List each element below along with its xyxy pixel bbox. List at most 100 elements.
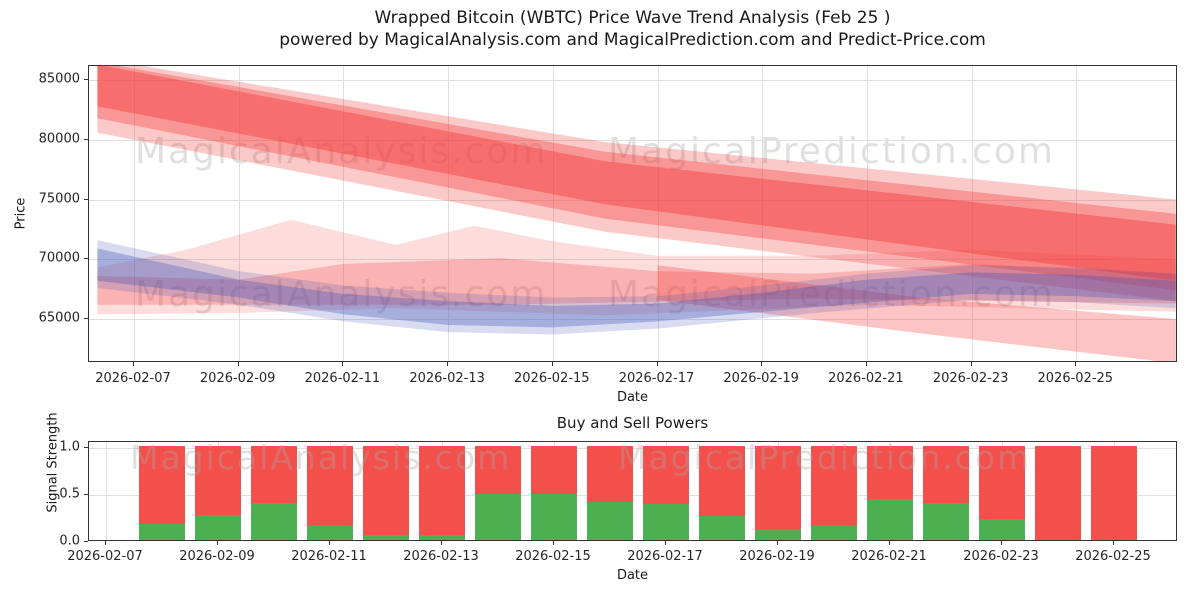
x-tick-label: 2026-02-19	[723, 371, 799, 386]
gridline-vertical	[448, 66, 450, 361]
x-tick-label: 2026-02-09	[179, 549, 255, 564]
band-red-fan-outer	[97, 66, 1176, 302]
bar-sell-segment	[195, 446, 241, 515]
x-tick-label: 2026-02-21	[828, 371, 904, 386]
gridline-horizontal	[89, 80, 1176, 81]
gridline-horizontal	[89, 319, 1176, 320]
bar-buy-segment	[307, 525, 353, 540]
x-tick-mark	[342, 362, 344, 366]
price-wave-bands	[97, 66, 1176, 361]
watermark-analysis-1: MagicalAnalysis.com	[135, 131, 548, 172]
power-chart-bars	[89, 442, 1176, 540]
bar-sell-segment	[923, 446, 969, 504]
x-tick-label: 2026-02-25	[1037, 371, 1114, 386]
x-tick-label: 2026-02-23	[932, 371, 1009, 386]
gridline-vertical	[971, 66, 973, 361]
x-tick-label: 2026-02-15	[514, 371, 590, 386]
x-tick-label: 2026-02-23	[963, 549, 1039, 564]
y-tick-mark	[84, 318, 88, 319]
x-tick-mark	[237, 362, 239, 366]
y-tick-label: 70000	[38, 250, 80, 266]
bar-buy-segment	[475, 493, 521, 540]
x-tick-label: 2026-02-13	[409, 371, 485, 386]
y-tick-mark	[84, 198, 88, 200]
x-tick-mark	[1075, 362, 1077, 366]
price-chart-grid	[89, 66, 1176, 361]
x-tick-mark	[1001, 541, 1002, 545]
bar-sell-segment	[755, 446, 801, 529]
y-tick-mark	[84, 541, 88, 542]
bar-sell-segment	[531, 446, 577, 494]
y-tick-mark	[84, 447, 88, 448]
y-tick-mark	[84, 258, 88, 260]
figure-title-line2: powered by MagicalAnalysis.com and Magic…	[279, 30, 986, 50]
x-tick-mark	[665, 541, 666, 545]
bar-sell-segment	[251, 446, 297, 504]
gridline-vertical	[657, 66, 659, 361]
bar-sell-segment	[475, 446, 521, 494]
bar-buy-segment	[531, 493, 577, 540]
gridline-vertical	[552, 66, 554, 361]
bar-buy-segment	[755, 528, 801, 540]
bar-sell-segment	[587, 446, 633, 503]
bar-sell-segment	[363, 446, 409, 536]
bar-sell-segment	[1035, 446, 1081, 540]
x-tick-label: 2026-02-11	[304, 371, 381, 386]
x-tick-label: 2026-02-25	[1075, 549, 1151, 564]
bar-buy-segment	[587, 502, 633, 540]
x-tick-mark	[551, 362, 553, 366]
y-tick-mark	[84, 79, 88, 80]
bar-sell-segment	[307, 446, 353, 525]
band-red-wave-outer	[97, 219, 1176, 316]
x-tick-mark	[761, 362, 763, 366]
x-tick-mark	[441, 541, 442, 545]
bar-sell-segment	[811, 446, 857, 525]
x-tick-mark	[865, 362, 867, 366]
watermark-analysis-2: MagicalAnalysis.com	[135, 274, 548, 315]
bar-buy-segment	[867, 498, 913, 540]
x-tick-mark	[217, 541, 218, 545]
bar-buy-segment	[643, 504, 689, 540]
price-x-axis-label: Date	[616, 390, 649, 405]
watermark-prediction-1: MagicalPrediction.com	[608, 131, 1055, 172]
bar-sell-segment	[699, 446, 745, 516]
y-tick-label: 65000	[38, 310, 80, 326]
power-chart-title: Buy and Sell Powers	[556, 414, 709, 432]
gridline-horizontal	[89, 259, 1176, 261]
gridline-vertical	[762, 66, 764, 361]
bar-sell-segment	[1091, 446, 1137, 540]
bar-buy-segment	[363, 535, 409, 540]
y-tick-label: 0.5	[59, 486, 80, 502]
x-tick-mark	[656, 362, 658, 366]
gridline-vertical	[106, 442, 107, 540]
bar-buy-segment	[251, 503, 297, 540]
x-tick-mark	[777, 541, 778, 545]
gridline-horizontal	[89, 199, 1176, 201]
bar-buy-segment	[979, 519, 1025, 540]
x-tick-label: 2026-02-21	[851, 549, 927, 564]
x-tick-label: 2026-02-07	[95, 371, 171, 386]
gridline-vertical	[343, 66, 345, 361]
power-x-axis-label: Date	[616, 568, 649, 583]
gridline-horizontal	[89, 139, 1176, 141]
y-tick-mark	[84, 138, 88, 140]
power-y-axis-label: Signal Strength	[45, 412, 61, 513]
x-tick-mark	[447, 362, 449, 366]
y-tick-mark	[84, 494, 88, 495]
bar-sell-segment	[419, 446, 465, 536]
watermark-analysis-3: MagicalAnalysis.com	[130, 438, 512, 477]
x-tick-mark	[133, 362, 134, 366]
bar-buy-segment	[139, 524, 185, 540]
gridline-vertical	[134, 66, 135, 361]
x-tick-label: 2026-02-13	[403, 549, 479, 564]
gridline-vertical	[238, 66, 240, 361]
y-tick-label: 85000	[38, 71, 80, 87]
x-tick-label: 2026-02-09	[199, 371, 276, 386]
bar-sell-segment	[643, 446, 689, 505]
band-blue-band-core	[97, 248, 1176, 328]
y-tick-label: 80000	[38, 131, 80, 147]
band-red-fan-core	[97, 66, 1176, 281]
x-tick-label: 2026-02-17	[618, 371, 695, 386]
bar-sell-segment	[867, 446, 913, 499]
